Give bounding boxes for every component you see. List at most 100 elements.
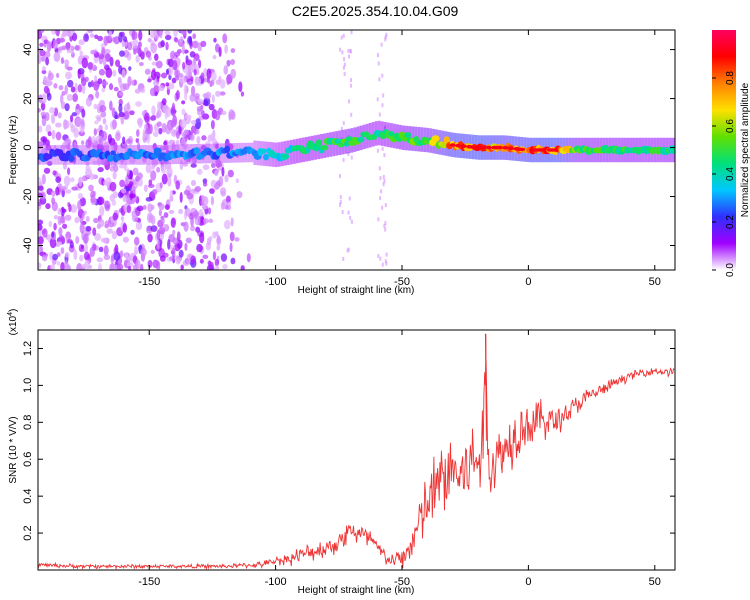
streak-speck (343, 72, 346, 77)
noise-speck (83, 33, 89, 42)
ridge-point (388, 131, 395, 137)
noise-speck (38, 262, 42, 269)
noise-speck (89, 33, 95, 38)
streak-speck (381, 262, 384, 267)
streak-speck (383, 153, 386, 158)
noise-speck (150, 42, 158, 54)
noise-speck (103, 254, 111, 261)
streak-speck (349, 215, 352, 220)
noise-speck (196, 243, 203, 253)
streak-speck (377, 61, 380, 66)
colorbar-gradient (712, 30, 736, 270)
noise-speck (55, 30, 60, 36)
streak-speck (350, 155, 353, 160)
noise-speck (103, 237, 110, 244)
snr-y-ticks: 0.2 0.4 0.6 0.8 1.0 1.2 (22, 341, 675, 541)
noise-speck (212, 251, 217, 261)
noise-speck (71, 32, 78, 42)
noise-speck (70, 86, 76, 93)
noise-speck (71, 112, 78, 117)
x-tick-label: 50 (649, 276, 661, 288)
noise-speck (234, 237, 240, 242)
noise-speck (156, 109, 162, 118)
noise-speck (194, 77, 202, 86)
noise-speck (100, 43, 106, 50)
colorbar-ticks: 0.0 0.2 0.4 0.6 0.8 (712, 71, 736, 277)
noise-speck (221, 110, 227, 116)
noise-speck (51, 231, 55, 238)
noise-speck (74, 216, 80, 224)
noise-speck (136, 117, 143, 126)
ridge-hotspot (552, 148, 559, 152)
streak-speck (339, 200, 342, 205)
noise-speck (63, 59, 70, 65)
streak-speck (385, 252, 388, 257)
noise-speck (185, 207, 191, 217)
colorbar-tick-label: 0.2 (725, 215, 736, 229)
x-tick-label: 50 (649, 576, 661, 588)
noise-speck (64, 103, 70, 112)
noise-speck (74, 82, 78, 94)
noise-speck (166, 166, 173, 178)
noise-speck (201, 135, 207, 141)
noise-speck (59, 218, 66, 224)
noise-speck (215, 90, 221, 97)
noise-speck (150, 170, 157, 181)
noise-speck (71, 186, 79, 191)
noise-speck (161, 166, 167, 174)
noise-speck (172, 229, 176, 236)
noise-speck (139, 263, 144, 270)
ridge-point (320, 144, 329, 151)
noise-speck (214, 110, 221, 121)
noise-speck (60, 247, 65, 255)
noise-speck (52, 253, 59, 261)
noise-speck (65, 42, 71, 51)
noise-speck (94, 120, 99, 125)
noise-speck (38, 176, 42, 186)
noise-speck (94, 233, 102, 241)
noise-speck (70, 124, 76, 133)
noise-speck (202, 218, 209, 224)
noise-speck (75, 117, 82, 128)
noise-speck (102, 117, 107, 125)
noise-speck (189, 65, 196, 70)
noise-speck (225, 195, 231, 203)
noise-speck (69, 241, 74, 249)
noise-speck (56, 252, 61, 257)
noise-speck (165, 41, 169, 51)
streak-speck (383, 179, 386, 184)
streak-speck (382, 93, 385, 98)
ridge-hotspot (485, 145, 492, 150)
noise-speck (79, 50, 83, 57)
noise-speck (111, 107, 116, 118)
spectrogram-x-ticks: -150 -100 -50 0 50 (138, 30, 661, 288)
noise-speck (187, 30, 193, 34)
noise-speck (161, 217, 165, 225)
noise-speck (159, 255, 166, 262)
noise-speck (188, 131, 193, 136)
streak-speck (342, 33, 345, 38)
noise-speck (41, 66, 47, 71)
noise-speck (199, 232, 205, 244)
noise-speck (219, 79, 226, 89)
noise-speck (116, 263, 124, 270)
noise-speck (39, 49, 46, 57)
streak-speck (350, 112, 353, 117)
noise-speck (195, 226, 201, 233)
noise-speck (189, 51, 196, 58)
noise-speck (99, 104, 107, 113)
noise-speck (195, 129, 200, 135)
noise-speck (106, 228, 113, 234)
noise-speck (150, 225, 158, 232)
snr-marks (38, 333, 675, 570)
noise-speck (152, 81, 160, 86)
noise-speck (187, 36, 192, 44)
streak-speck (384, 259, 387, 264)
noise-speck (41, 173, 46, 185)
noise-speck (93, 103, 98, 110)
noise-speck (123, 35, 128, 43)
noise-speck (47, 72, 54, 81)
streak-speck (347, 151, 350, 156)
noise-speck (47, 131, 52, 137)
streak-speck (377, 217, 380, 222)
